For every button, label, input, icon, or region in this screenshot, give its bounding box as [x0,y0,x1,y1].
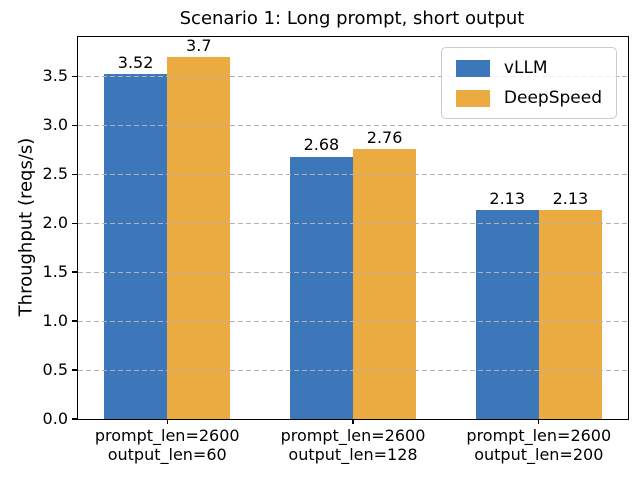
y-tick-label: 2.5 [42,164,68,184]
gridline [78,271,628,273]
bar-vllm [475,210,539,419]
gridline [78,320,628,322]
bar-deepspeed [538,210,602,419]
x-tick-label-line: prompt_len=2600 [94,426,240,445]
bar-deepspeed [353,148,417,419]
y-tick-label: 0.0 [42,409,68,428]
bar-vllm [289,156,353,419]
y-tick-label: 2.0 [42,213,68,233]
y-tick-mark [72,418,77,420]
bar-value-label: 2.13 [552,189,589,209]
gridline [78,75,628,77]
legend-swatch-vllm [455,59,490,77]
x-tick-label: prompt_len=2600 output_len=200 [439,426,639,464]
x-tick-label-line: prompt_len=2600 [280,426,426,445]
gridline [78,124,628,126]
y-tick-mark [72,124,77,126]
plot-area: vLLM DeepSpeed 3.52 3.7 prompt_len=2600 outp… [43,35,629,464]
bar-value-label: 3.52 [117,53,154,73]
bar-value-label: 2.13 [489,189,526,209]
x-tick-label-line: output_len=60 [107,445,227,464]
y-tick-mark [72,222,77,224]
x-tick-mark [352,419,354,424]
gridline [78,222,628,224]
legend-label: vLLM [503,58,548,78]
x-tick-label: prompt_len=2600 output_len=60 [67,426,267,464]
bar-vllm [104,74,168,419]
y-tick-mark [72,320,77,322]
bar-value-label: 2.76 [366,127,403,147]
x-tick-mark [166,419,168,424]
legend-label: DeepSpeed [503,88,602,108]
x-tick-mark [538,419,540,424]
x-tick-label: prompt_len=2600 output_len=128 [253,426,453,464]
bar-value-label: 3.7 [186,35,212,55]
legend: vLLM DeepSpeed [440,47,617,119]
gridline [78,369,628,371]
x-tick-label-line: output_len=128 [288,445,418,464]
legend-item-deepspeed: DeepSpeed [455,88,602,108]
y-tick-mark [72,75,77,77]
y-tick-mark [72,271,77,273]
legend-item-vllm: vLLM [455,58,602,78]
y-tick-mark [72,369,77,371]
y-tick-label: 1.0 [42,311,68,331]
bar-deepspeed [167,56,231,419]
y-tick-label: 1.5 [42,262,68,282]
y-tick-mark [72,173,77,175]
bar-value-label: 2.68 [303,135,340,155]
y-tick-label: 3.0 [42,115,68,135]
y-tick-label: 3.5 [42,66,68,86]
x-tick-label-line: prompt_len=2600 [466,426,612,445]
chart-title: Scenario 1: Long prompt, short output [179,8,525,29]
gridline [78,173,628,175]
legend-swatch-deepspeed [455,89,490,107]
x-tick-label-line: output_len=200 [474,445,604,464]
y-tick-label: 0.5 [42,360,68,380]
